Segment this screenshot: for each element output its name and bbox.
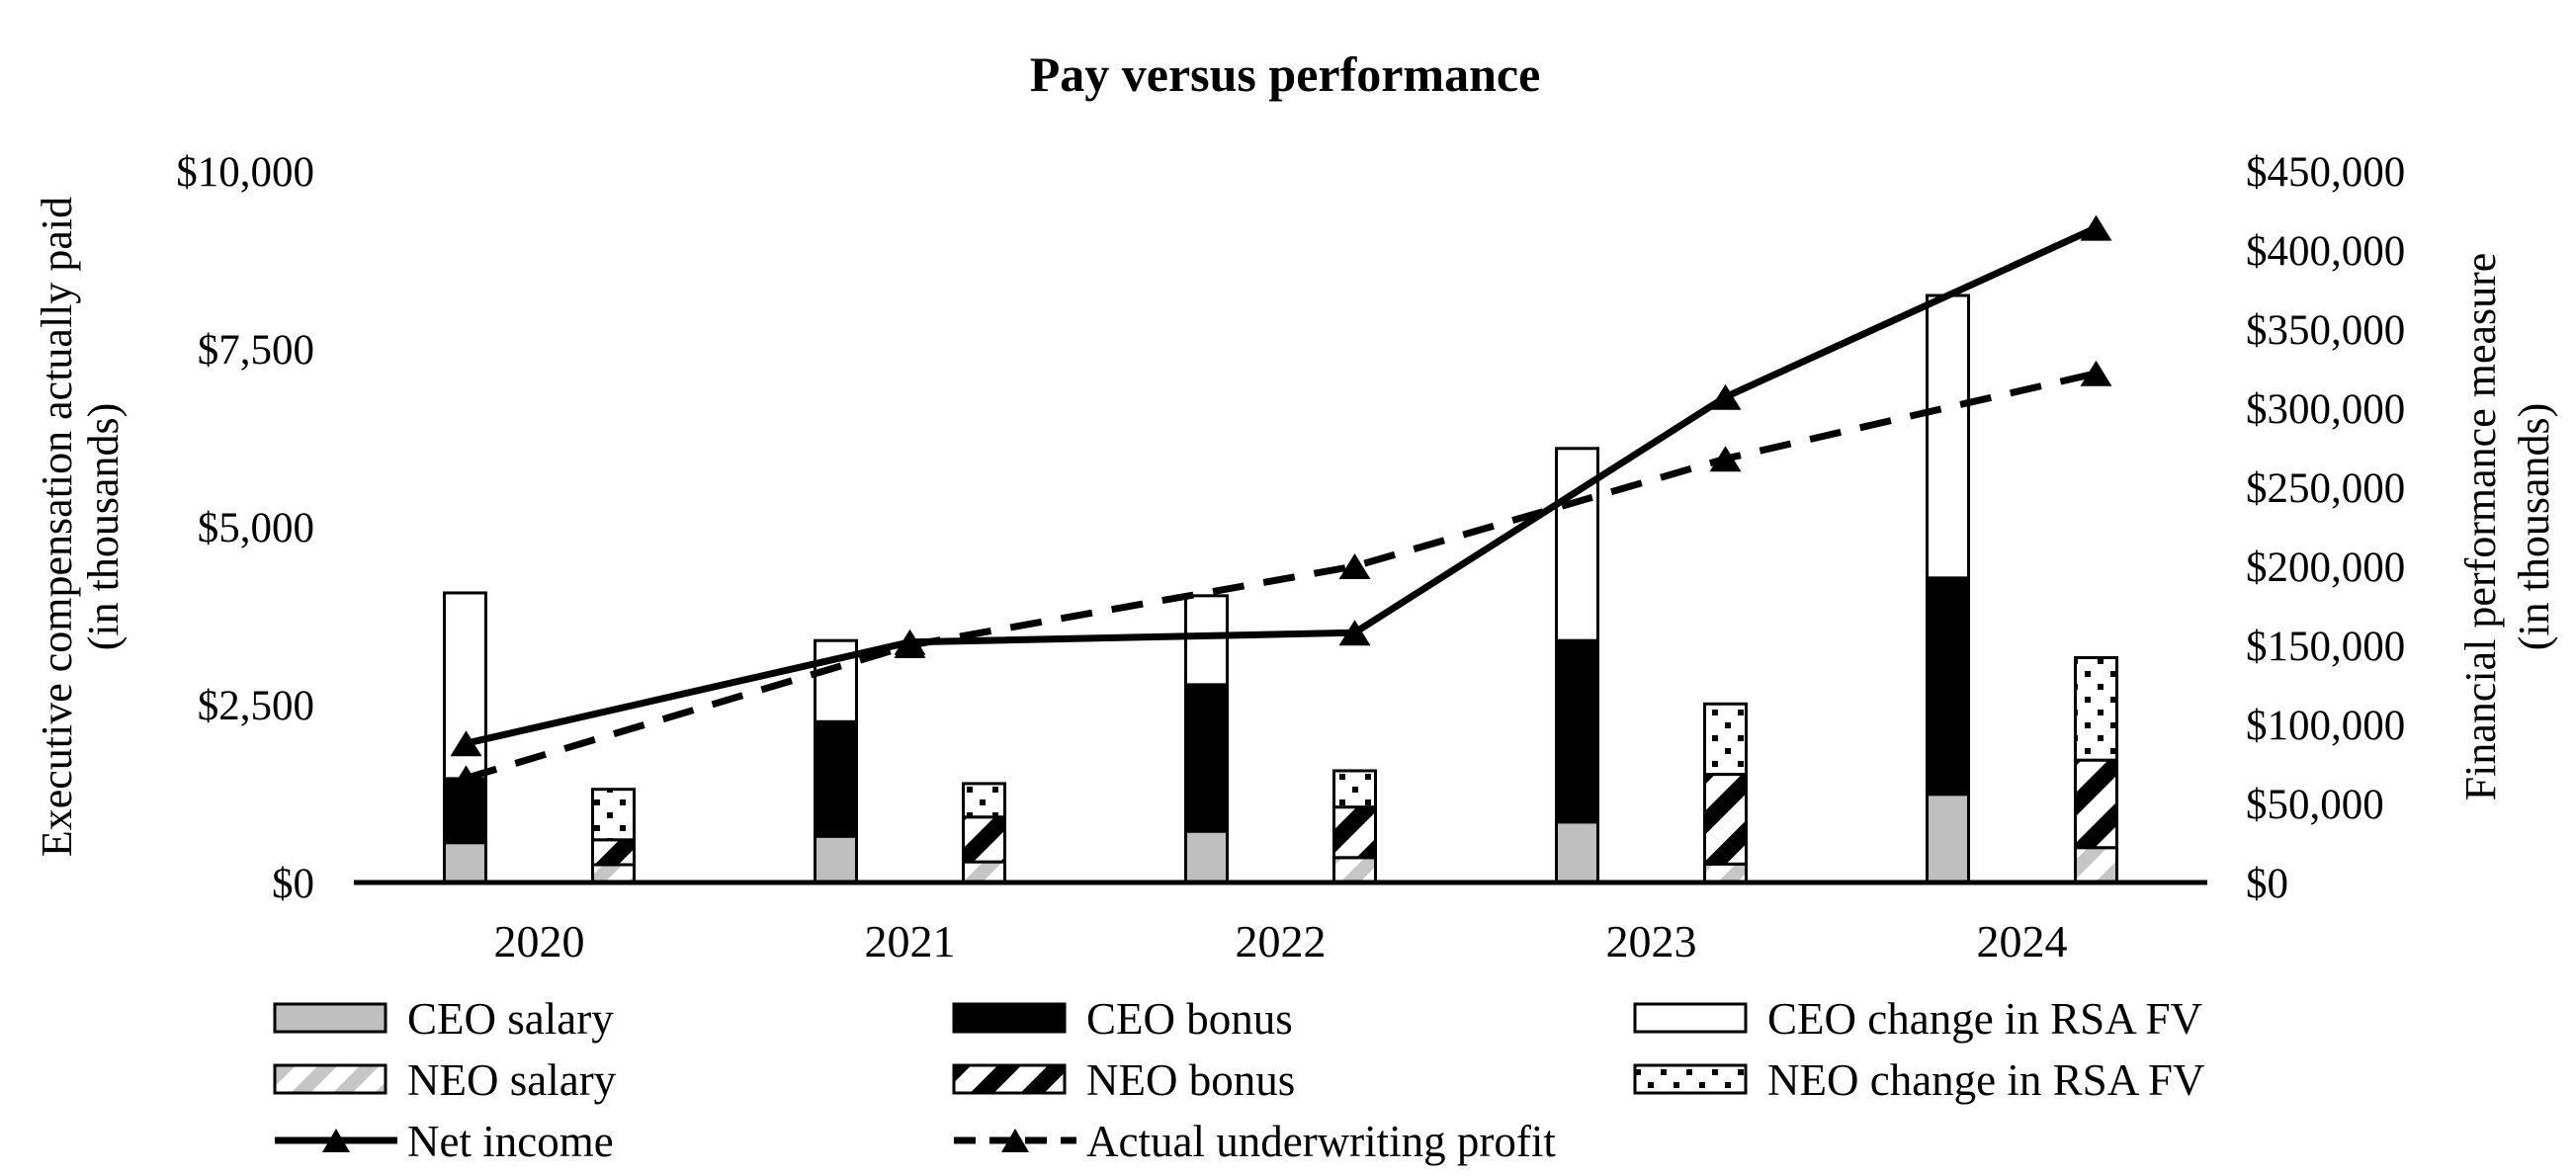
bar-segment-ceo-ceo-bonus	[1926, 576, 1970, 797]
right-axis-title-line1: Financial performance measure	[2456, 253, 2505, 801]
right-axis-title-line2: (in thousands)	[2510, 403, 2558, 651]
bar-segment-ceo-ceo-bonus	[1555, 638, 1599, 824]
bar-segment-neo-neo-salary	[2074, 846, 2118, 884]
legend-swatch-solid-gray	[273, 1002, 387, 1034]
bar-segment-neo-neo-change-in-rsa-fv	[591, 788, 636, 842]
legend-label: Actual underwriting profit	[1086, 1117, 1556, 1166]
bar-segment-neo-neo-change-in-rsa-fv	[1703, 702, 1748, 777]
year-label: 2023	[1606, 916, 1697, 966]
right-axis-tick: $0	[2246, 861, 2288, 907]
legend-swatch-dotted	[1633, 1063, 1748, 1095]
bar-segment-neo-neo-salary	[962, 860, 1006, 884]
plot-area: $10,000 $7,500 $5,000 $2,500 $0 $450,000 $400,…	[176, 149, 2405, 1166]
legend-swatch-solid-black	[952, 1002, 1067, 1034]
left-axis-tick: $2,500	[198, 683, 314, 729]
right-axis-tick: $150,000	[2246, 624, 2405, 670]
legend-label: NEO change in RSA FV	[1767, 1055, 2205, 1105]
bar-segment-neo-neo-bonus	[2074, 758, 2118, 850]
right-axis-tick: $350,000	[2246, 307, 2405, 354]
bar-segment-ceo-ceo-salary	[814, 834, 858, 884]
bar-segment-ceo-ceo-bonus	[1184, 683, 1229, 833]
left-axis-title-line2: (in thousands)	[79, 403, 128, 651]
marker-net-income	[450, 730, 482, 757]
legend-swatch-white	[1633, 1002, 1748, 1034]
legend-label: CEO change in RSA FV	[1767, 994, 2202, 1044]
bar-segment-ceo-ceo-salary	[1555, 820, 1599, 884]
marker-actual-underwriting-profit	[1338, 553, 1371, 579]
bar-segment-ceo-ceo-change-in-rsa-fv	[1555, 447, 1599, 642]
legend-marker-triangle	[322, 1129, 350, 1152]
year-label: 2021	[865, 916, 956, 966]
bar-segment-neo-neo-change-in-rsa-fv	[1332, 769, 1377, 809]
bar-segment-neo-neo-salary	[1703, 862, 1748, 884]
legend-label: NEO bonus	[1086, 1055, 1295, 1105]
left-axis-title-line1: Executive compensation actually paid	[33, 197, 81, 857]
year-label: 2020	[494, 916, 585, 966]
marker-actual-underwriting-profit	[2080, 360, 2112, 386]
bar-segment-neo-neo-bonus	[1332, 805, 1377, 860]
left-axis-tick: $0	[272, 861, 314, 907]
year-label: 2022	[1236, 916, 1327, 966]
bar-segment-ceo-ceo-bonus	[814, 719, 858, 838]
bar-segment-neo-neo-salary	[1332, 856, 1377, 884]
marker-actual-underwriting-profit	[450, 765, 482, 792]
bar-segment-neo-neo-bonus	[962, 815, 1006, 864]
legend-label: Net income	[407, 1117, 614, 1166]
bar-segment-ceo-ceo-salary	[443, 841, 487, 884]
left-axis-tick: $5,000	[198, 505, 314, 551]
right-axis-tick: $300,000	[2246, 386, 2405, 433]
line-net-income	[465, 224, 2098, 747]
left-axis-tick: $7,500	[198, 327, 314, 374]
marker-net-income	[2080, 214, 2112, 241]
right-axis-tick: $450,000	[2246, 149, 2405, 196]
marker-net-income	[1709, 383, 1742, 410]
bar-segment-neo-neo-salary	[591, 863, 636, 884]
legend-label: CEO bonus	[1086, 994, 1293, 1044]
year-label: 2024	[1977, 916, 2068, 966]
chart-title: Pay versus performance	[1030, 46, 1541, 102]
bar-segment-neo-neo-bonus	[1703, 773, 1748, 866]
marker-net-income	[1338, 620, 1371, 646]
bar-segment-ceo-ceo-salary	[1926, 793, 1970, 884]
bar-segment-ceo-ceo-change-in-rsa-fv	[1184, 594, 1229, 687]
bar-segment-neo-neo-change-in-rsa-fv	[962, 782, 1006, 819]
bar-segment-ceo-ceo-change-in-rsa-fv	[1926, 294, 1970, 580]
left-axis-title: Executive compensation actually paid (in…	[33, 197, 128, 857]
right-axis-tick: $250,000	[2246, 465, 2405, 512]
marker-actual-underwriting-profit	[1709, 446, 1742, 472]
marker-actual-underwriting-profit	[894, 632, 926, 658]
right-axis-tick: $50,000	[2246, 782, 2384, 828]
left-axis-tick: $10,000	[176, 149, 314, 196]
bar-segment-neo-neo-change-in-rsa-fv	[2074, 655, 2118, 762]
legend-swatch-light-hatch	[273, 1063, 387, 1095]
legend-swatch-bold-hatch	[952, 1063, 1067, 1095]
bar-segment-ceo-ceo-salary	[1184, 829, 1229, 884]
right-axis-title: Financial performance measure (in thousa…	[2456, 253, 2558, 801]
bar-segment-neo-neo-bonus	[591, 838, 636, 867]
right-axis-tick: $100,000	[2246, 703, 2405, 749]
line-actual-underwriting-profit	[465, 370, 2098, 782]
legend-marker-triangle	[1001, 1129, 1029, 1152]
legend-label: NEO salary	[407, 1055, 617, 1105]
right-axis-tick: $400,000	[2246, 228, 2405, 275]
legend-label: CEO salary	[407, 994, 614, 1044]
right-axis-tick: $200,000	[2246, 545, 2405, 591]
